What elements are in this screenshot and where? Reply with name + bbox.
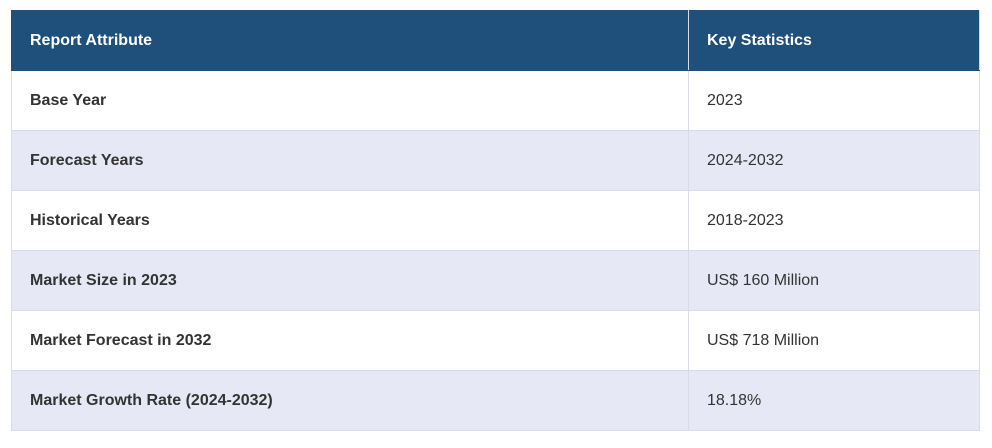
attribute-cell: Market Forecast in 2032 — [11, 310, 689, 371]
table-head: Report Attribute Key Statistics — [11, 10, 980, 71]
attribute-cell: Base Year — [11, 70, 689, 131]
header-cell: Key Statistics — [688, 10, 980, 71]
header-cell: Report Attribute — [11, 10, 689, 71]
table-body: Base Year 2023 Forecast Years 2024-2032 Hist… — [11, 70, 980, 431]
attribute-cell: Historical Years — [11, 190, 689, 251]
table-row: Base Year 2023 — [11, 70, 980, 131]
attribute-cell: Market Growth Rate (2024-2032) — [11, 370, 689, 431]
statistic-cell: 2024-2032 — [688, 130, 980, 191]
attribute-cell: Market Size in 2023 — [11, 250, 689, 311]
table-row: Forecast Years 2024-2032 — [11, 130, 980, 191]
statistic-cell: 18.18% — [688, 370, 980, 431]
statistic-cell: 2018-2023 — [688, 190, 980, 251]
statistic-cell: US$ 160 Million — [688, 250, 980, 311]
table-row: Market Size in 2023 US$ 160 Million — [11, 250, 980, 311]
report-table: Report Attribute Key Statistics Base Yea… — [11, 10, 980, 431]
statistic-cell: US$ 718 Million — [688, 310, 980, 371]
attribute-cell: Forecast Years — [11, 130, 689, 191]
statistic-cell: 2023 — [688, 70, 980, 131]
header-row: Report Attribute Key Statistics — [11, 10, 980, 71]
table-row: Market Forecast in 2032 US$ 718 Million — [11, 310, 980, 371]
table-row: Historical Years 2018-2023 — [11, 190, 980, 251]
table-row: Market Growth Rate (2024-2032) 18.18% — [11, 370, 980, 431]
